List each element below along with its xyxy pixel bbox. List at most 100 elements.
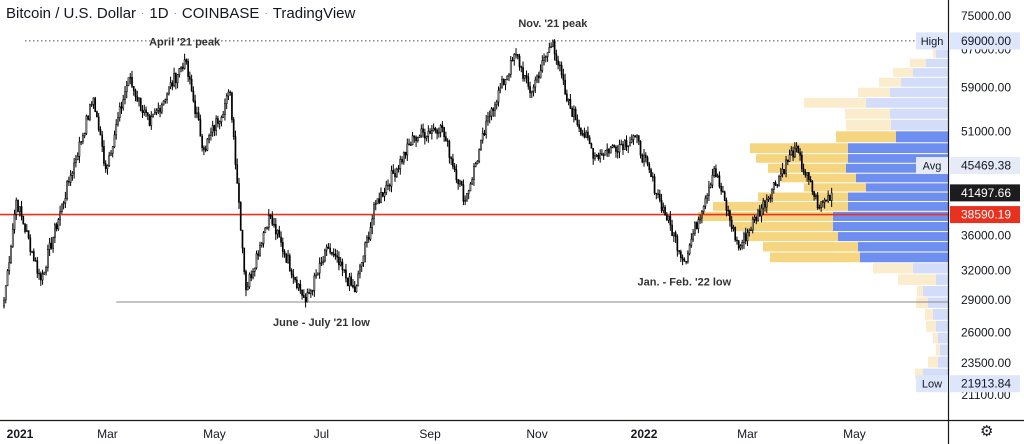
y-tick-label: 26000.00 xyxy=(961,326,1011,340)
candle-body xyxy=(395,168,398,178)
candle-body xyxy=(20,206,23,217)
candle-body xyxy=(464,199,467,202)
volume-profile-down-bar xyxy=(896,131,948,143)
candle-body xyxy=(674,232,677,238)
volume-profile-up-bar xyxy=(926,320,936,332)
candle-body xyxy=(718,175,721,187)
candle-body xyxy=(317,272,319,276)
volume-profile-down-bar xyxy=(866,183,948,192)
candle-body xyxy=(611,145,614,148)
candle-body xyxy=(318,263,321,274)
candle-body xyxy=(24,223,26,232)
candle-body xyxy=(241,229,244,249)
candle-body xyxy=(174,73,177,84)
volume-profile-down-bar xyxy=(913,68,948,77)
candle-body xyxy=(76,155,79,161)
volume-profile-up-bar xyxy=(933,49,936,58)
candle-body xyxy=(294,277,296,281)
volume-profile-down-bar xyxy=(936,49,948,58)
candle-body xyxy=(509,59,512,75)
candle-body xyxy=(504,79,507,85)
candle-body xyxy=(246,286,249,291)
volume-profile-down-bar xyxy=(891,119,948,131)
candle-body xyxy=(50,242,53,249)
candle-body xyxy=(236,164,239,184)
candle-body xyxy=(499,87,502,91)
candle-body xyxy=(38,272,40,275)
volume-profile-down-bar xyxy=(848,192,948,202)
candle-body xyxy=(423,132,426,139)
y-tick-label: 29000.00 xyxy=(961,293,1011,307)
candle-body xyxy=(54,224,56,238)
volume-profile-down-bar xyxy=(848,154,948,163)
volume-profile xyxy=(698,40,948,379)
volume-profile-down-bar xyxy=(833,221,948,232)
candle-body xyxy=(474,163,477,167)
candle-body xyxy=(408,143,410,146)
volume-profile-up-bar xyxy=(768,163,846,173)
candle-body xyxy=(685,261,687,263)
candle-body xyxy=(446,140,449,142)
candle-body xyxy=(502,78,505,85)
candle-body xyxy=(716,175,719,178)
candle-body xyxy=(339,261,342,266)
candle-body xyxy=(373,204,375,220)
symbol-name: Bitcoin / U.S. Dollar xyxy=(6,5,137,22)
low-label: Low xyxy=(922,379,942,391)
candle-body xyxy=(648,163,651,171)
candle-body xyxy=(658,193,661,201)
candle-body xyxy=(501,78,503,89)
candle-body xyxy=(587,131,589,139)
annotations: April '21 peak Nov. '21 peak June - July '… xyxy=(149,18,732,329)
candle-body xyxy=(778,175,780,187)
candle-body xyxy=(553,40,556,55)
candle-body xyxy=(280,236,282,243)
volume-profile-down-bar xyxy=(936,274,948,285)
candle-body xyxy=(548,47,551,53)
candle-body xyxy=(555,53,558,62)
candle-body xyxy=(625,140,628,147)
volume-profile-up-bar xyxy=(925,308,933,320)
candle-body xyxy=(741,242,744,247)
candle-body xyxy=(425,135,428,139)
candle-body xyxy=(469,183,472,192)
candle-body xyxy=(508,74,510,77)
candle-body xyxy=(785,159,787,174)
interval[interactable]: 1D xyxy=(149,5,169,22)
candle-body xyxy=(120,106,123,109)
candle-body xyxy=(15,199,18,215)
candle-body xyxy=(152,113,154,117)
candle-body xyxy=(322,260,324,263)
volume-profile-up-bar xyxy=(845,108,890,119)
candle-body xyxy=(381,192,384,197)
candle-body xyxy=(543,57,545,61)
candle-body xyxy=(473,166,475,180)
volume-profile-up-bar xyxy=(733,221,833,232)
candle-body xyxy=(169,82,172,88)
candle-body xyxy=(541,60,544,71)
candle-body xyxy=(34,260,37,262)
candle-body xyxy=(46,249,49,268)
candle-body xyxy=(415,136,417,142)
candle-body xyxy=(599,153,602,160)
candle-body xyxy=(281,242,284,252)
candle-body xyxy=(180,66,182,69)
last-price-label: 38590.19 xyxy=(961,208,1011,222)
candle-body xyxy=(646,157,649,165)
candle-body xyxy=(122,99,125,109)
volume-profile-up-bar xyxy=(917,285,923,297)
candle-body xyxy=(757,210,759,222)
candle-body xyxy=(104,163,107,169)
candle-body xyxy=(416,137,419,142)
candle-body xyxy=(345,269,347,279)
candle-body xyxy=(182,66,184,69)
candle-body xyxy=(420,128,423,137)
candle-body xyxy=(113,134,116,148)
candle-body xyxy=(436,129,438,134)
candle-body xyxy=(455,169,458,181)
candle-body xyxy=(536,75,538,81)
gear-icon[interactable]: ⚙ xyxy=(980,423,994,440)
candle-body xyxy=(218,121,221,124)
